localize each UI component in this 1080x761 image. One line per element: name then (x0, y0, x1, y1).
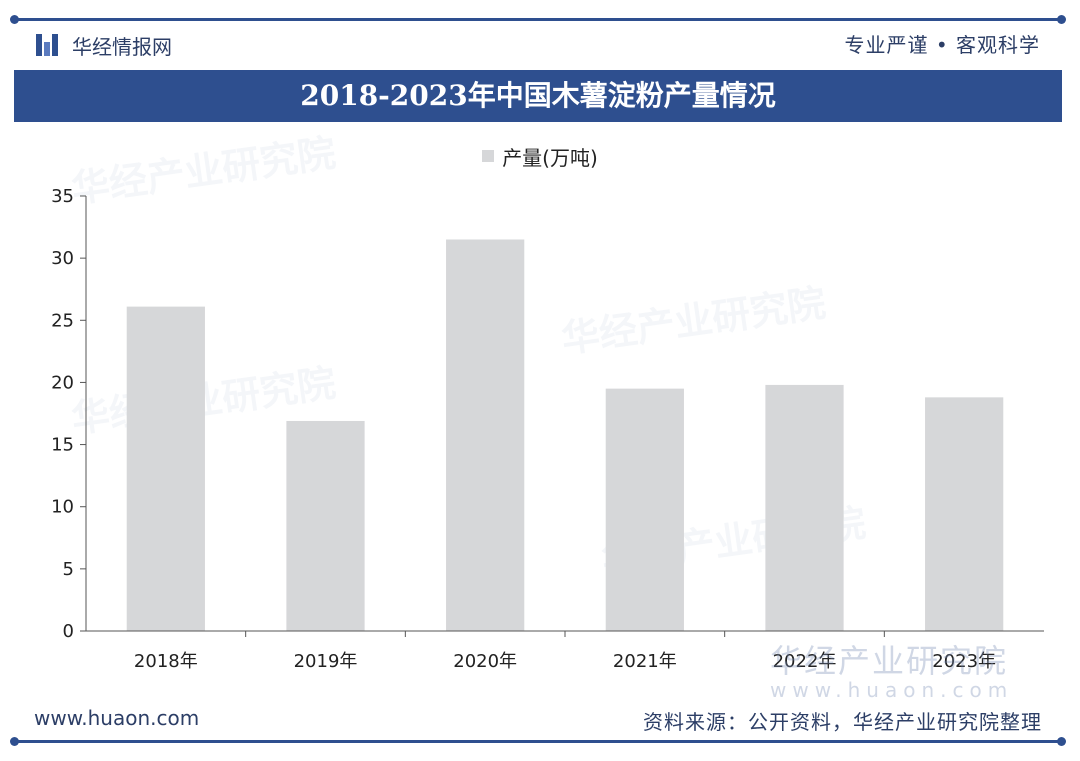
x-tick-label: 2018年 (134, 651, 198, 672)
page-frame (10, 15, 1066, 746)
bar-2021年 (605, 388, 684, 631)
y-tick-label: 30 (51, 248, 74, 269)
brand-logo-icon (36, 34, 62, 56)
bars (126, 239, 1004, 631)
y-tick-label: 25 (51, 310, 74, 331)
bar-2020年 (446, 239, 525, 631)
x-tick-label: 2022年 (773, 651, 837, 672)
brand-name: 华经情报网 (72, 34, 172, 59)
frame-corner-dot (1057, 737, 1066, 746)
footer-website[interactable]: www.huaon.com (34, 706, 200, 730)
bar-2022年 (765, 384, 844, 631)
y-tick-label: 0 (63, 621, 74, 642)
chart-legend: 产量(万吨) (0, 142, 1080, 170)
y-tick-label: 15 (51, 435, 74, 456)
y-tick-label: 20 (51, 372, 74, 393)
y-tick-label: 35 (51, 186, 74, 207)
legend-swatch (482, 150, 495, 162)
bar-2018年 (126, 306, 205, 631)
legend-label: 产量(万吨) (502, 145, 598, 170)
brand: 华经情报网 (36, 30, 172, 60)
y-tick-label: 5 (63, 559, 74, 580)
chart-title: 2018-2023年中国木薯淀粉产量情况 (14, 70, 1062, 122)
footer-source: 资料来源：公开资料，华经产业研究院整理 (643, 710, 1042, 734)
y-axis: 0 5 10 15 20 25 30 35 (51, 186, 87, 642)
x-tick-label: 2020年 (453, 651, 517, 672)
x-axis: 2018年 2019年 2020年 2021年 2022年 2023年 (86, 630, 1044, 672)
tagline: 专业严谨 • 客观科学 (844, 33, 1040, 57)
frame-corner-dot (10, 737, 19, 746)
x-tick-label: 2023年 (932, 651, 996, 672)
bar-2019年 (286, 420, 365, 631)
x-tick-label: 2021年 (613, 651, 677, 672)
y-tick-label: 10 (51, 497, 74, 518)
watermark-url: www.huaon.com (770, 678, 1014, 702)
x-tick-label: 2019年 (294, 651, 358, 672)
bar-2023年 (925, 397, 1004, 631)
watermark-logo: 华经产业研究院 (770, 642, 1009, 680)
